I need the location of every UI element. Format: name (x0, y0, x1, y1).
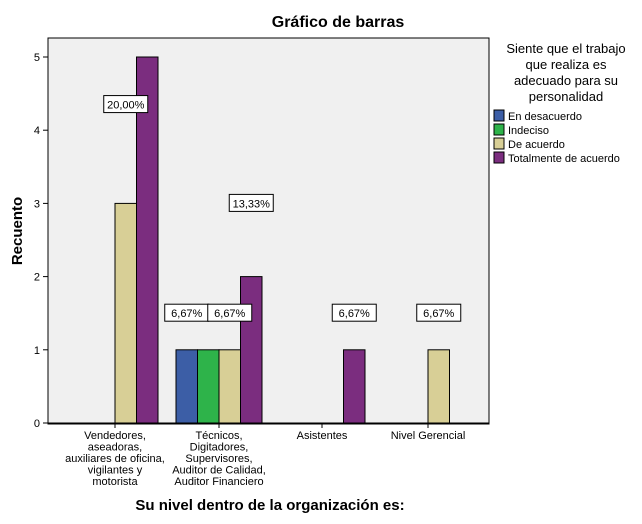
data-label: 6,67% (416, 303, 462, 322)
x-tick-label: vigilantes y (88, 465, 143, 477)
x-tick-label: auxiliares de oficina, (65, 453, 165, 465)
legend-label: En desacuerdo (508, 111, 582, 123)
data-label: 6,67% (331, 303, 377, 322)
legend-label: Totalmente de acuerdo (508, 153, 620, 165)
data-label-text: 20,00% (107, 100, 145, 112)
legend-title: Siente que el trabajo (506, 41, 625, 56)
legend-item: De acuerdo (493, 137, 565, 151)
legend-title: que realiza es (526, 57, 607, 72)
bar (175, 349, 198, 424)
data-label-text: 6,67% (214, 308, 245, 320)
data-label-text: 13,33% (233, 198, 271, 210)
legend-label: De acuerdo (508, 139, 565, 151)
legend-swatch (493, 109, 505, 122)
x-axis-tick-labels: Vendedores,aseadoras,auxiliares de ofici… (65, 423, 465, 488)
x-tick-label: Nivel Gerencial (391, 430, 466, 442)
data-label-box (103, 95, 149, 114)
y-tick-label: 3 (34, 198, 40, 210)
data-label-box (416, 303, 462, 322)
y-tick-label: 0 (34, 418, 40, 430)
x-tick-label: aseadoras, (88, 442, 142, 454)
legend-title: personalidad (529, 89, 603, 104)
y-axis-label: Recuento (9, 197, 26, 265)
legend-item: En desacuerdo (493, 109, 582, 123)
data-labels: 6,67%20,00%6,67%6,67%33,33%13,33%6,67% (103, 95, 462, 322)
y-tick-label: 1 (34, 345, 40, 357)
legend-label: Indeciso (508, 125, 549, 137)
x-tick-label: Asistentes (297, 430, 348, 442)
legend-item: Indeciso (493, 123, 549, 137)
y-axis: 0 1 2 3 4 5 (34, 52, 48, 430)
x-axis-label: Su nivel dentro de la organización es: (135, 497, 404, 514)
bar (218, 349, 241, 424)
legend-title: adecuado para su (514, 73, 618, 88)
x-tick-label: Vendedores, (84, 430, 146, 442)
data-label: 13,33% (228, 193, 274, 212)
legend-item: Totalmente de acuerdo (493, 151, 620, 165)
chart-title: Gráfico de barras (272, 14, 405, 31)
data-label-box (228, 193, 274, 212)
data-label: 6,67% (207, 303, 253, 322)
data-label-box (331, 303, 377, 322)
data-label: 20,00% (103, 95, 149, 114)
y-tick-label: 2 (34, 272, 40, 284)
x-tick-label: Técnicos, (195, 430, 242, 442)
bar (197, 349, 220, 424)
x-tick-label: motorista (92, 476, 138, 488)
data-label-text: 6,67% (423, 308, 454, 320)
bar (343, 349, 366, 424)
bar (114, 202, 137, 424)
y-tick-label: 5 (34, 52, 40, 64)
legend-swatch (493, 151, 505, 164)
x-tick-label: Digitadores, (190, 442, 249, 454)
x-tick-label: Supervisores, (185, 453, 252, 465)
y-tick-label: 4 (34, 125, 40, 137)
legend-swatch (493, 123, 505, 136)
bar (427, 349, 450, 424)
data-label-box (207, 303, 253, 322)
bar (240, 276, 263, 424)
data-label-text: 6,67% (339, 308, 370, 320)
x-tick-label: Auditor Financiero (174, 476, 263, 488)
x-tick-label: Auditor de Calidad, (172, 465, 266, 477)
legend-swatch (493, 137, 505, 150)
data-label: 6,67% (164, 303, 210, 322)
data-label-text: 6,67% (171, 308, 202, 320)
